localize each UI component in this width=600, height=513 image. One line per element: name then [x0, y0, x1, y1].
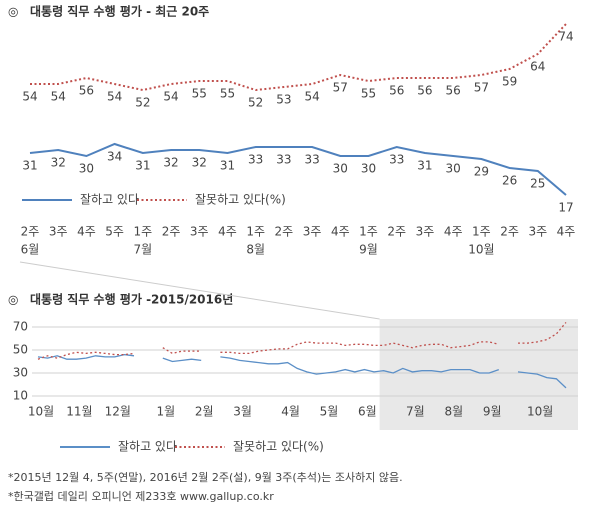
data-label: 52 [248, 96, 263, 110]
x-tick-label: 5월 [320, 405, 339, 419]
data-label: 57 [474, 81, 489, 95]
x-tick-label: 9월 [483, 405, 502, 419]
data-label: 52 [135, 96, 150, 110]
data-label: 53 [276, 93, 291, 107]
chart-title: 대통령 직무 수행 평가 -2015/2016년 [30, 292, 233, 307]
x-tick-label: 4월 [281, 405, 300, 419]
x-tick-label: 4주 [331, 225, 350, 239]
data-label: 56 [79, 84, 94, 98]
data-label: 57 [333, 81, 348, 95]
x-tick-label: 4주 [444, 225, 463, 239]
chart-title: 대통령 직무 수행 평가 - 최근 20주 [30, 4, 209, 19]
x-tick-label: 1주 [359, 225, 378, 239]
data-label: 55 [361, 87, 376, 101]
data-label: 33 [304, 153, 319, 167]
series-line [37, 321, 567, 360]
footnote: *2015년 12월 4, 5주(연말), 2016년 2월 2주(설), 9월… [8, 470, 403, 484]
data-label: 54 [51, 90, 66, 104]
data-label: 31 [22, 159, 37, 173]
x-tick-label: 6월 [358, 405, 377, 419]
data-label: 54 [304, 90, 319, 104]
data-label: 32 [51, 156, 66, 170]
x-group-label: 7월 [133, 243, 152, 257]
x-tick-label: 7월 [406, 405, 425, 419]
x-tick-label: 1주 [133, 225, 152, 239]
x-tick-label: 11월 [66, 405, 92, 419]
x-tick-label: 8월 [444, 405, 463, 419]
data-label: 33 [389, 153, 404, 167]
x-tick-label: 2주 [387, 225, 406, 239]
y-tick-label: 70 [13, 320, 28, 334]
series-line [30, 23, 567, 92]
highlight-region [379, 319, 578, 430]
x-tick-label: 1주 [472, 225, 491, 239]
data-label: 56 [417, 84, 432, 98]
data-label: 32 [163, 156, 178, 170]
legend-label: 잘못하고 있다(%) [233, 440, 324, 454]
x-tick-label: 3주 [303, 225, 322, 239]
x-group-label: 9월 [359, 243, 378, 257]
data-label: 31 [135, 159, 150, 173]
data-label: 33 [276, 153, 291, 167]
legend-label: 잘못하고 있다(%) [195, 193, 286, 207]
x-tick-label: 1월 [156, 405, 175, 419]
series-line [37, 353, 567, 389]
series-line [29, 142, 567, 196]
data-label: 30 [333, 162, 348, 176]
y-tick-label: 30 [13, 366, 28, 380]
x-tick-label: 2주 [162, 225, 181, 239]
data-label: 54 [107, 90, 122, 104]
title-symbol: ◎ [8, 5, 18, 19]
x-tick-label: 2주 [21, 225, 40, 239]
x-tick-label: 4주 [218, 225, 237, 239]
x-tick-label: 1주 [246, 225, 265, 239]
data-label: 17 [558, 201, 573, 215]
data-label: 30 [446, 162, 461, 176]
data-label: 74 [558, 30, 573, 44]
data-label: 54 [163, 90, 178, 104]
x-tick-label: 2월 [195, 405, 214, 419]
data-label: 55 [220, 87, 235, 101]
data-label: 29 [474, 165, 489, 179]
x-tick-label: 3월 [233, 405, 252, 419]
x-tick-label: 10월 [28, 405, 54, 419]
x-tick-label: 5주 [105, 225, 124, 239]
data-label: 30 [79, 162, 94, 176]
x-tick-label: 3주 [190, 225, 209, 239]
legend-label: 잘하고 있다 [80, 193, 139, 207]
data-label: 33 [248, 153, 263, 167]
data-label: 34 [107, 150, 122, 164]
title-symbol: ◎ [8, 293, 18, 307]
y-tick-label: 50 [13, 343, 28, 357]
data-label: 54 [22, 90, 37, 104]
x-group-label: 6월 [21, 243, 40, 257]
data-label: 59 [502, 75, 517, 89]
connector [19, 261, 380, 320]
x-tick-label: 2주 [275, 225, 294, 239]
x-tick-label: 3주 [528, 225, 547, 239]
x-tick-label: 4주 [77, 225, 96, 239]
x-tick-label: 12월 [105, 405, 131, 419]
legend-label: 잘하고 있다 [118, 440, 177, 454]
data-label: 31 [417, 159, 432, 173]
data-label: 55 [192, 87, 207, 101]
x-tick-label: 10월 [527, 405, 553, 419]
data-label: 25 [530, 177, 545, 191]
y-tick-label: 10 [13, 389, 28, 403]
x-tick-label: 2주 [500, 225, 519, 239]
x-tick-label: 4주 [557, 225, 576, 239]
x-group-label: 10월 [468, 243, 494, 257]
x-group-label: 8월 [246, 243, 265, 257]
data-label: 56 [446, 84, 461, 98]
data-label: 64 [530, 60, 545, 74]
data-label: 26 [502, 174, 517, 188]
data-label: 31 [220, 159, 235, 173]
footnote: *한국갤럽 데일리 오피니언 제233호 www.gallup.co.kr [8, 489, 274, 503]
data-label: 30 [361, 162, 376, 176]
data-label: 32 [192, 156, 207, 170]
x-tick-label: 3주 [416, 225, 435, 239]
data-label: 56 [389, 84, 404, 98]
x-tick-label: 3주 [49, 225, 68, 239]
